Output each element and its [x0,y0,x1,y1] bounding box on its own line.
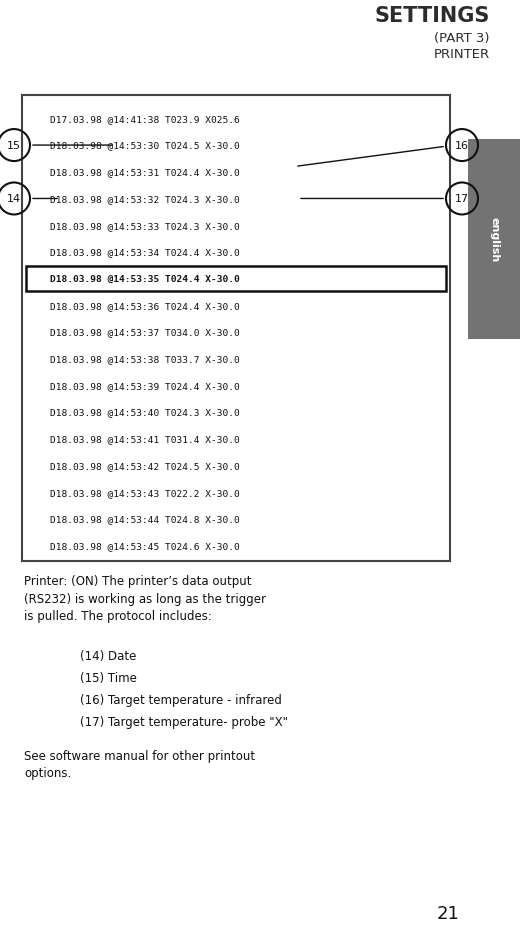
Text: (PART 3): (PART 3) [435,32,490,44]
Text: D17.03.98 @14:41:38 T023.9 X025.6: D17.03.98 @14:41:38 T023.9 X025.6 [50,115,240,123]
Text: 21: 21 [437,904,460,922]
Text: english: english [489,217,499,262]
Text: 15: 15 [7,141,21,151]
Text: Printer: (ON) The printer’s data output
(RS232) is working as long as the trigge: Printer: (ON) The printer’s data output … [24,575,266,622]
Text: D18.03.98 @14:53:38 T033.7 X-30.0: D18.03.98 @14:53:38 T033.7 X-30.0 [50,355,240,363]
Text: PRINTER: PRINTER [434,48,490,61]
Bar [26,267,446,292]
Bar [22,95,450,562]
Text: D18.03.98 @14:53:41 T031.4 X-30.0: D18.03.98 @14:53:41 T031.4 X-30.0 [50,435,240,444]
Text: D18.03.98 @14:53:43 T022.2 X-30.0: D18.03.98 @14:53:43 T022.2 X-30.0 [50,489,240,497]
Text: 17: 17 [455,195,469,204]
Text: 14: 14 [7,195,21,204]
Text: D18.03.98 @14:53:45 T024.6 X-30.0: D18.03.98 @14:53:45 T024.6 X-30.0 [50,541,240,551]
Text: D18.03.98 @14:53:35 T024.4 X-30.0: D18.03.98 @14:53:35 T024.4 X-30.0 [50,274,240,284]
Text: D18.03.98 @14:53:34 T024.4 X-30.0: D18.03.98 @14:53:34 T024.4 X-30.0 [50,248,240,257]
Text: (16) Target temperature - infrared: (16) Target temperature - infrared [80,693,282,706]
Text: (14) Date: (14) Date [80,649,136,662]
Text: D18.03.98 @14:53:42 T024.5 X-30.0: D18.03.98 @14:53:42 T024.5 X-30.0 [50,462,240,471]
Text: 16: 16 [455,141,469,151]
Text: D18.03.98 @14:53:40 T024.3 X-30.0: D18.03.98 @14:53:40 T024.3 X-30.0 [50,408,240,417]
Text: (15) Time: (15) Time [80,671,137,684]
Text: D18.03.98 @14:53:44 T024.8 X-30.0: D18.03.98 @14:53:44 T024.8 X-30.0 [50,514,240,524]
Text: D18.03.98 @14:53:32 T024.3 X-30.0: D18.03.98 @14:53:32 T024.3 X-30.0 [50,195,240,204]
Text: (17) Target temperature- probe "X": (17) Target temperature- probe "X" [80,716,288,729]
Text: D18.03.98 @14:53:31 T024.4 X-30.0: D18.03.98 @14:53:31 T024.4 X-30.0 [50,168,240,177]
Text: D18.03.98 @14:53:30 T024.5 X-30.0: D18.03.98 @14:53:30 T024.5 X-30.0 [50,142,240,150]
Text: See software manual for other printout
options.: See software manual for other printout o… [24,749,255,780]
Text: D18.03.98 @14:53:39 T024.4 X-30.0: D18.03.98 @14:53:39 T024.4 X-30.0 [50,382,240,390]
Text: D18.03.98 @14:53:37 T034.0 X-30.0: D18.03.98 @14:53:37 T034.0 X-30.0 [50,328,240,337]
Text: D18.03.98 @14:53:36 T024.4 X-30.0: D18.03.98 @14:53:36 T024.4 X-30.0 [50,301,240,311]
Text: D18.03.98 @14:53:33 T024.3 X-30.0: D18.03.98 @14:53:33 T024.3 X-30.0 [50,222,240,231]
Bar [468,140,520,339]
Text: SETTINGS: SETTINGS [374,6,490,26]
